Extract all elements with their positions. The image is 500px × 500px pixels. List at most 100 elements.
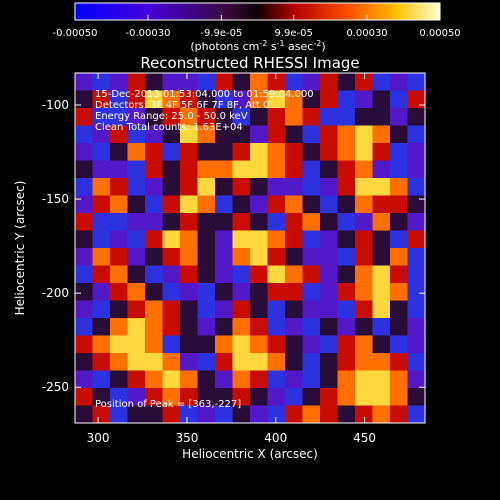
heatmap-cell xyxy=(162,108,181,127)
heatmap-cell xyxy=(267,283,286,302)
y-tick-label: -150 xyxy=(42,192,69,206)
heatmap-cell xyxy=(180,300,199,319)
heatmap-cell xyxy=(372,388,391,407)
heatmap-cell xyxy=(110,265,129,284)
heatmap-cell xyxy=(302,283,321,302)
heatmap-cell xyxy=(215,405,234,423)
heatmap-cell xyxy=(162,143,181,162)
heatmap-cell xyxy=(110,195,129,214)
heatmap-cell xyxy=(250,370,269,389)
heatmap-cell xyxy=(337,370,356,389)
heatmap-cell xyxy=(162,265,181,284)
heatmap-cell xyxy=(215,335,234,354)
heatmap-cell xyxy=(407,265,425,284)
heatmap-cell xyxy=(407,125,425,144)
y-axis-ticks: -100 -150 -200 -250 xyxy=(42,98,425,394)
heatmap-cell xyxy=(337,318,356,337)
heatmap-cell xyxy=(355,265,374,284)
heatmap-cell xyxy=(302,300,321,319)
heatmap-cell xyxy=(232,90,251,109)
heatmap-cell xyxy=(372,143,391,162)
heatmap-cell xyxy=(215,160,234,179)
heatmap-cell xyxy=(75,230,94,249)
heatmap-cell xyxy=(320,388,339,407)
heatmap-cell xyxy=(232,283,251,302)
heatmap-cell xyxy=(390,388,409,407)
heatmap-cell xyxy=(302,213,321,232)
heatmap-cell xyxy=(390,265,409,284)
heatmap-cell xyxy=(320,213,339,232)
colorbar-label: (photons cm-2 s-1 asec-2) xyxy=(190,39,325,53)
heatmap-cell xyxy=(355,353,374,372)
heatmap-cell xyxy=(127,388,146,407)
heatmap-cell xyxy=(285,300,304,319)
heatmap-cell xyxy=(250,248,269,267)
plot-frame xyxy=(74,72,426,424)
heatmap-cell xyxy=(145,160,164,179)
heatmap-cell xyxy=(75,388,94,407)
heatmap-cell xyxy=(110,73,129,92)
heatmap-cell xyxy=(372,195,391,214)
heatmap-cell xyxy=(390,73,409,92)
heatmap-cell xyxy=(75,178,94,197)
heatmap-cell xyxy=(355,388,374,407)
heatmap-cell xyxy=(302,318,321,337)
heatmap-cell xyxy=(372,160,391,179)
heatmap-cell xyxy=(320,73,339,92)
heatmap-cell xyxy=(215,283,234,302)
heatmap-cell xyxy=(127,125,146,144)
heatmap-cell xyxy=(232,388,251,407)
heatmap-cell xyxy=(267,318,286,337)
heatmap-cell xyxy=(285,335,304,354)
heatmap-cell xyxy=(267,143,286,162)
heatmap-cell xyxy=(92,178,111,197)
heatmap-cell xyxy=(232,125,251,144)
heatmap-cell xyxy=(267,195,286,214)
heatmap-cell xyxy=(407,300,425,319)
heatmap-cell xyxy=(180,160,199,179)
heatmap-cell xyxy=(110,248,129,267)
heatmap-cell xyxy=(145,265,164,284)
heatmap-cell xyxy=(145,335,164,354)
heatmap-cell xyxy=(372,370,391,389)
annotation-block: 15-Dec-2013 01:53:04.000 to 01:59:04.000… xyxy=(95,89,314,133)
heatmap-cell xyxy=(127,178,146,197)
heatmap-cell xyxy=(197,283,216,302)
heatmap-cell xyxy=(75,160,94,179)
heatmap-cell xyxy=(337,213,356,232)
heatmap-cell xyxy=(302,370,321,389)
heatmap-cell xyxy=(75,318,94,337)
heatmap-cell xyxy=(302,388,321,407)
heatmap-cell xyxy=(110,388,129,407)
heatmap-cell xyxy=(285,160,304,179)
heatmap-cell xyxy=(267,353,286,372)
heatmap-cell xyxy=(320,230,339,249)
heatmap-cell xyxy=(320,265,339,284)
x-tick-label: 400 xyxy=(264,431,287,445)
heatmap-cell xyxy=(75,248,94,267)
heatmap-cell xyxy=(355,178,374,197)
heatmap-cell xyxy=(110,160,129,179)
heatmap-cell xyxy=(162,370,181,389)
heatmap-cell xyxy=(250,335,269,354)
heatmap-cell xyxy=(110,335,129,354)
heatmap-cell xyxy=(337,108,356,127)
heatmap-cell xyxy=(372,73,391,92)
heatmap-cell xyxy=(285,230,304,249)
heatmap-cell xyxy=(180,388,199,407)
heatmap-cell xyxy=(162,213,181,232)
heatmap-cell xyxy=(285,143,304,162)
heatmap-cell xyxy=(110,405,129,423)
heatmap-cell xyxy=(250,143,269,162)
heatmap-cell xyxy=(355,370,374,389)
heatmap-cell xyxy=(180,335,199,354)
heatmap-cell xyxy=(110,178,129,197)
heatmap-cell xyxy=(110,230,129,249)
heatmap-cell xyxy=(337,283,356,302)
heatmap-cell xyxy=(250,405,269,423)
heatmap-cell xyxy=(92,125,111,144)
heatmap-cell xyxy=(267,370,286,389)
heatmap-cell xyxy=(337,143,356,162)
heatmap-cell xyxy=(162,73,181,92)
heatmap-cell xyxy=(180,108,199,127)
